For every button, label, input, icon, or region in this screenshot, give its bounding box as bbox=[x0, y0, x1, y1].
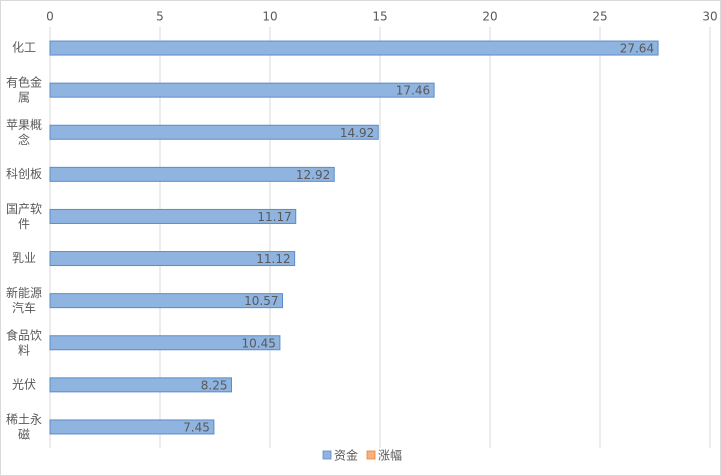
data-label: 7.45 bbox=[183, 420, 210, 434]
y-tick-label: 科创板 bbox=[6, 167, 42, 181]
bar bbox=[49, 166, 335, 182]
x-tick-label: 10 bbox=[262, 10, 277, 24]
data-label: 27.64 bbox=[620, 42, 654, 56]
legend-swatch bbox=[366, 450, 376, 460]
legend-label: 涨幅 bbox=[378, 448, 402, 463]
bar bbox=[49, 377, 232, 393]
y-tick-label: 化工 bbox=[12, 41, 36, 55]
data-label: 11.12 bbox=[256, 252, 290, 266]
y-tick-label: 稀土永磁 bbox=[6, 412, 42, 441]
bar bbox=[49, 40, 659, 56]
data-label: 10.45 bbox=[242, 336, 276, 350]
data-label: 17.46 bbox=[396, 84, 430, 98]
y-tick-label: 光伏 bbox=[12, 377, 36, 391]
x-tick-label: 0 bbox=[46, 10, 54, 24]
x-tick-label: 30 bbox=[702, 10, 717, 24]
x-tick-label: 5 bbox=[156, 10, 164, 24]
bar bbox=[49, 419, 215, 435]
y-tick-label: 乳业 bbox=[12, 251, 36, 265]
x-tick-label: 20 bbox=[482, 10, 497, 24]
y-tick-label: 国产软件 bbox=[6, 201, 42, 230]
y-tick-label: 苹果概念 bbox=[6, 117, 42, 146]
bar bbox=[49, 293, 284, 309]
x-tick-label: 15 bbox=[372, 10, 387, 24]
data-label: 10.57 bbox=[244, 294, 278, 308]
bar bbox=[49, 335, 281, 351]
y-tick-label: 食品饮料 bbox=[6, 327, 42, 357]
legend-swatch bbox=[322, 450, 332, 460]
data-label: 8.25 bbox=[201, 378, 228, 392]
bar bbox=[49, 82, 435, 98]
data-label: 14.92 bbox=[340, 126, 374, 140]
bar bbox=[49, 124, 379, 140]
data-label: 12.92 bbox=[296, 168, 330, 182]
x-tick-label: 25 bbox=[592, 10, 607, 24]
y-tick-label: 新能源汽车 bbox=[6, 285, 42, 315]
y-tick-label: 有色金属 bbox=[6, 74, 42, 104]
bar bbox=[49, 208, 297, 224]
data-label: 11.17 bbox=[257, 210, 291, 224]
bar bbox=[49, 251, 296, 267]
legend-label: 资金 bbox=[334, 448, 358, 463]
